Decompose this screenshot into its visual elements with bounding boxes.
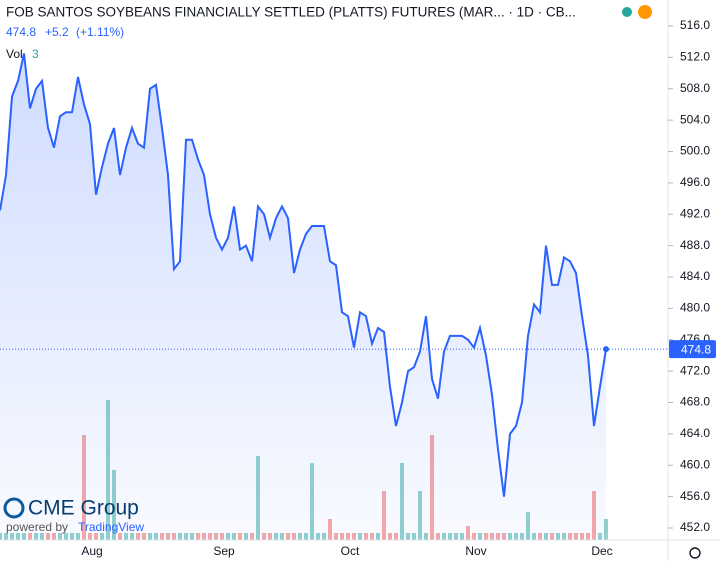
price-change: +5.2 (45, 25, 69, 39)
y-tick-label: 492.0 (680, 206, 710, 220)
area (0, 53, 606, 540)
y-tick-label: 496.0 (680, 175, 710, 189)
y-tick-label: 512.0 (680, 50, 710, 64)
y-tick-label: 480.0 (680, 301, 710, 315)
chart-title: FOB SANTOS SOYBEANS FINANCIALLY SETTLED … (6, 5, 576, 20)
y-tick-label: 460.0 (680, 457, 710, 471)
last-price-tag (669, 340, 716, 359)
logo-icon (3, 497, 25, 519)
price-change-pct: (+1.11%) (76, 25, 124, 39)
y-tick-label: 516.0 (680, 18, 710, 32)
y-tick-label: 456.0 (680, 489, 710, 503)
x-tick-label: Nov (465, 544, 486, 558)
y-tick-label: 452.0 (680, 520, 710, 534)
price-line (0, 53, 607, 497)
y-tick-label: 464.0 (680, 426, 710, 440)
logo: CME Group powered by TradingView (3, 497, 144, 534)
y-tick-label: 484.0 (680, 269, 710, 283)
logo-brand: CME Group (28, 497, 139, 520)
last-price-tag-label: 474.8 (681, 342, 711, 356)
y-tick-label: 488.0 (680, 238, 710, 252)
x-tick-label: Dec (591, 544, 612, 558)
y-tick-label: 468.0 (680, 395, 710, 409)
status-dot (622, 7, 632, 17)
x-tick-label: Sep (213, 544, 235, 558)
settings-icon[interactable] (689, 547, 701, 559)
vol-label: Vol (6, 47, 23, 61)
logo-powered: powered by (6, 520, 68, 534)
x-tick-label: Oct (341, 544, 360, 558)
y-tick-label: 508.0 (680, 81, 710, 95)
y-tick-label: 504.0 (680, 112, 710, 126)
last-price: 474.8 (6, 25, 36, 39)
vol-value: 3 (32, 47, 39, 61)
last-point (603, 346, 609, 353)
logo-provider: TradingView (78, 520, 144, 534)
y-tick-label: 472.0 (680, 363, 710, 377)
x-tick-label: Aug (81, 544, 102, 558)
y-tick-label: 500.0 (680, 144, 710, 158)
status-icon (638, 5, 652, 19)
